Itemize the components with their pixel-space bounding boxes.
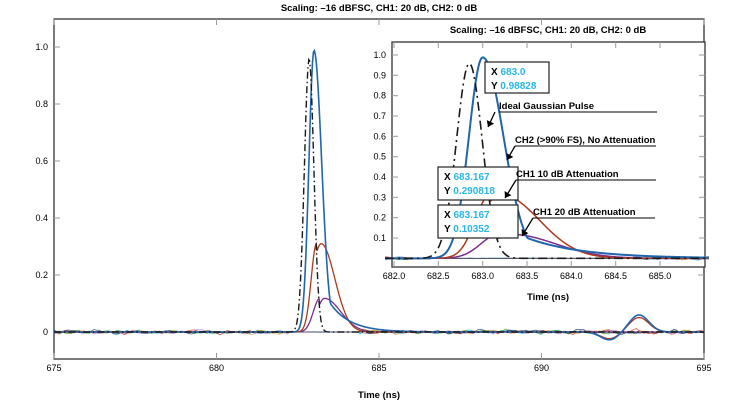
svg-text:0.6: 0.6 [35, 156, 48, 166]
svg-text:682.0: 682.0 [383, 271, 406, 281]
svg-text:Scaling: –16 dBFSC, CH1: 20 dB: Scaling: –16 dBFSC, CH1: 20 dB, CH2: 0 d… [450, 25, 647, 36]
svg-text:0.8: 0.8 [373, 91, 386, 101]
svg-text:CH2 (>90% FS), No Attenuation: CH2 (>90% FS), No Attenuation [515, 135, 656, 146]
svg-text:683.0: 683.0 [471, 271, 494, 281]
svg-text:Time (ns): Time (ns) [527, 292, 569, 303]
svg-text:0.4: 0.4 [373, 172, 386, 182]
svg-text:682.5: 682.5 [427, 271, 450, 281]
svg-text:X 683.167: X 683.167 [444, 172, 490, 183]
svg-text:675: 675 [46, 363, 61, 373]
svg-text:695: 695 [696, 363, 711, 373]
svg-text:685: 685 [371, 363, 386, 373]
svg-text:680: 680 [209, 363, 224, 373]
svg-text:CH1 10 dB Attenuation: CH1 10 dB Attenuation [516, 169, 619, 180]
svg-text:CH1 20 dB Attenuation: CH1 20 dB Attenuation [533, 207, 636, 218]
svg-text:690: 690 [534, 363, 549, 373]
svg-text:X 683.167: X 683.167 [444, 210, 490, 221]
svg-text:0.2: 0.2 [373, 213, 386, 223]
svg-text:0.8: 0.8 [35, 99, 48, 109]
svg-text:0.3: 0.3 [373, 192, 386, 202]
svg-text:685.0: 685.0 [649, 271, 672, 281]
svg-text:Y 0.10352: Y 0.10352 [444, 224, 490, 235]
svg-text:0.7: 0.7 [373, 111, 386, 121]
svg-text:0.5: 0.5 [373, 152, 386, 162]
svg-text:Y 0.290818: Y 0.290818 [444, 186, 495, 197]
svg-text:Ideal Gaussian Pulse: Ideal Gaussian Pulse [499, 101, 594, 112]
svg-text:0: 0 [43, 327, 48, 337]
svg-text:684.5: 684.5 [604, 271, 627, 281]
svg-text:Time (ns): Time (ns) [358, 390, 400, 401]
svg-text:Scaling: –16 dBFSC, CH1: 20 dB: Scaling: –16 dBFSC, CH1: 20 dB, CH2: 0 d… [281, 3, 478, 14]
svg-text:1.0: 1.0 [373, 50, 386, 60]
svg-text:0.4: 0.4 [35, 213, 48, 223]
svg-text:0.2: 0.2 [35, 270, 48, 280]
svg-text:Y 0.98828: Y 0.98828 [491, 81, 537, 92]
svg-text:683.5: 683.5 [516, 271, 539, 281]
svg-text:684.0: 684.0 [560, 271, 583, 281]
svg-text:X 683.0: X 683.0 [491, 67, 526, 78]
svg-text:0.9: 0.9 [373, 70, 386, 80]
svg-text:1.0: 1.0 [35, 42, 48, 52]
svg-text:0.1: 0.1 [373, 233, 386, 243]
svg-text:0.6: 0.6 [373, 131, 386, 141]
